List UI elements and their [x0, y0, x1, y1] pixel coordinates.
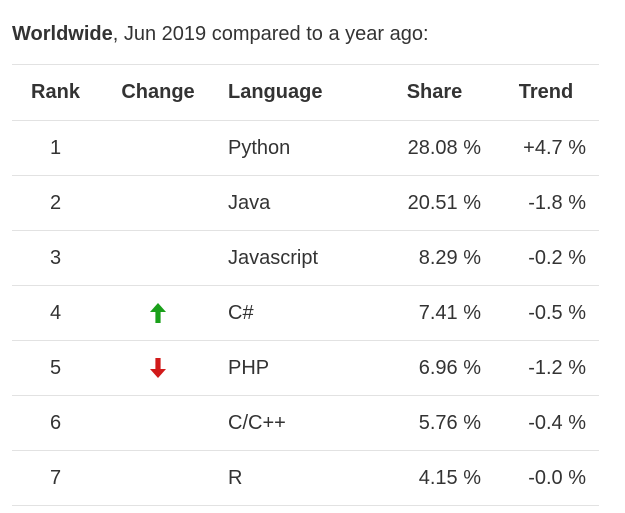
- rank-cell: 7: [49, 466, 62, 489]
- header-share: Share: [406, 81, 463, 103]
- arrow-up-icon: [150, 303, 166, 323]
- rank-cell: 4: [49, 301, 62, 324]
- rank-cell: 3: [49, 246, 62, 269]
- table-row: 6 C/C++ 5.76 % -0.4 %: [12, 396, 599, 451]
- table-caption: Worldwide, Jun 2019 compared to a year a…: [12, 22, 429, 46]
- header-trend: Trend: [518, 81, 574, 103]
- share-cell: 6.96 %: [418, 356, 481, 379]
- language-cell: Python: [228, 136, 291, 159]
- trend-cell: -0.5 %: [528, 301, 586, 324]
- language-ranking-table: Rank Change Language Share Trend 1 Pytho…: [12, 64, 599, 506]
- language-cell: Java: [228, 191, 271, 214]
- table-row: 7 R 4.15 % -0.0 %: [12, 451, 599, 506]
- rank-cell: 1: [49, 136, 62, 159]
- table-row: 4 C# 7.41 % -0.5 %: [12, 286, 599, 341]
- header-change: Change: [121, 81, 195, 103]
- language-cell: C#: [228, 301, 254, 324]
- header-rank: Rank: [31, 81, 80, 103]
- trend-cell: -0.0 %: [528, 466, 586, 489]
- table-row: 3 Javascript 8.29 % -0.2 %: [12, 231, 599, 286]
- share-cell: 5.76 %: [418, 411, 481, 434]
- share-cell: 4.15 %: [418, 466, 481, 489]
- rank-cell: 6: [49, 411, 62, 434]
- trend-cell: -0.2 %: [528, 246, 586, 269]
- change-cell: [112, 451, 204, 505]
- share-cell: 28.08 %: [407, 136, 481, 159]
- trend-cell: +4.7 %: [523, 136, 586, 159]
- share-cell: 7.41 %: [418, 301, 481, 324]
- language-cell: C/C++: [228, 411, 286, 434]
- language-cell: R: [228, 466, 243, 489]
- trend-cell: -1.8 %: [528, 191, 586, 214]
- change-cell: [112, 231, 204, 285]
- rank-cell: 5: [49, 356, 62, 379]
- table-row: 1 Python 28.08 % +4.7 %: [12, 121, 599, 176]
- share-cell: 8.29 %: [418, 246, 481, 269]
- header-language: Language: [228, 81, 323, 103]
- table-row: 2 Java 20.51 % -1.8 %: [12, 176, 599, 231]
- change-cell: [112, 286, 204, 340]
- trend-cell: -0.4 %: [528, 411, 586, 434]
- caption-text: , Jun 2019 compared to a year ago:: [112, 23, 429, 45]
- change-cell: [112, 341, 204, 395]
- share-cell: 20.51 %: [407, 191, 481, 214]
- arrow-down-icon: [150, 358, 166, 378]
- rank-cell: 2: [49, 191, 62, 214]
- change-cell: [112, 121, 204, 175]
- caption-region: Worldwide: [12, 23, 113, 45]
- language-cell: PHP: [228, 356, 270, 379]
- trend-cell: -1.2 %: [528, 356, 586, 379]
- change-cell: [112, 176, 204, 230]
- language-cell: Javascript: [228, 246, 319, 269]
- table-row: 5 PHP 6.96 % -1.2 %: [12, 341, 599, 396]
- table-header-row: Rank Change Language Share Trend: [12, 65, 599, 121]
- change-cell: [112, 396, 204, 450]
